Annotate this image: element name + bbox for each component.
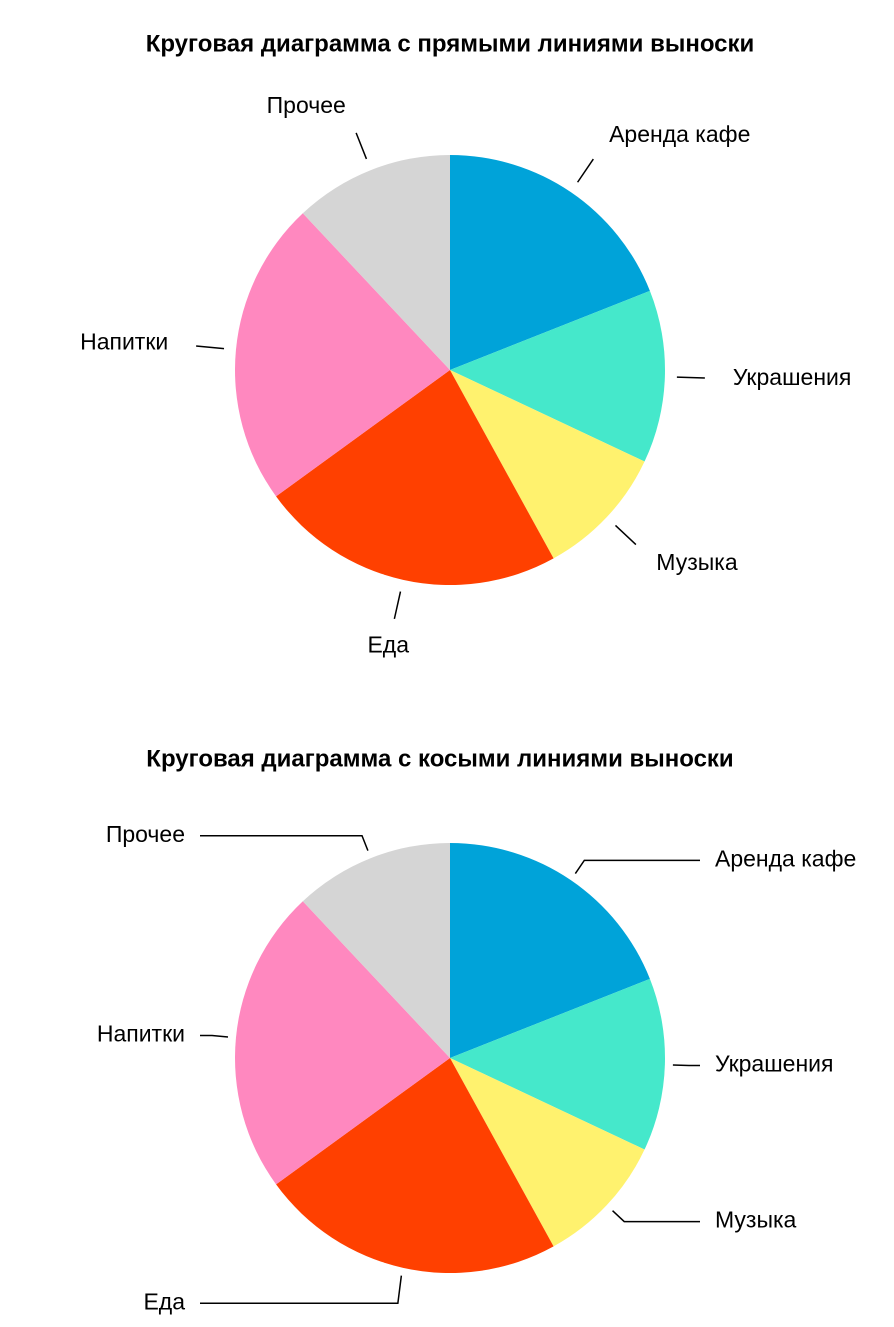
slice-label: Еда — [143, 1288, 185, 1314]
slice-label: Аренда кафе — [609, 121, 750, 147]
pie-slice — [235, 213, 450, 497]
leader-line — [196, 345, 225, 350]
pie-slice — [235, 901, 450, 1185]
pie-slice — [450, 978, 665, 1150]
slice-label: Напитки — [97, 1021, 185, 1047]
leader-line — [200, 1034, 229, 1038]
leader-line — [355, 132, 368, 160]
pie-slice — [450, 1058, 645, 1247]
pie-slice — [450, 370, 645, 559]
slice-label: Украшения — [715, 1051, 833, 1077]
leader-line — [676, 376, 705, 379]
pie-slice — [450, 290, 665, 462]
slice-label: Прочее — [106, 821, 185, 847]
pie-slice — [302, 843, 450, 1058]
slice-label: Украшения — [733, 364, 851, 390]
slice-label: Музыка — [656, 549, 738, 575]
pie-slice — [276, 1058, 554, 1273]
pie-slice — [302, 155, 450, 370]
pie-slice — [450, 155, 650, 370]
leader-line — [612, 1210, 700, 1223]
leader-line — [393, 591, 402, 620]
slice-label: Еда — [367, 631, 409, 657]
leader-line — [576, 158, 594, 183]
slice-label: Напитки — [80, 328, 168, 354]
pie-slice — [276, 370, 554, 585]
leader-line — [574, 859, 700, 874]
leader-line — [200, 835, 369, 851]
leader-line — [200, 1275, 403, 1304]
chart-title: Круговая диаграмма с прямыми линиями вын… — [146, 30, 755, 57]
leader-line — [672, 1064, 700, 1067]
leader-line — [614, 524, 637, 546]
slice-label: Музыка — [715, 1207, 797, 1233]
pie-slice — [450, 843, 650, 1058]
slice-label: Прочее — [267, 92, 346, 118]
chart-title: Круговая диаграмма с косыми линиями выно… — [146, 745, 733, 772]
slice-label: Аренда кафе — [715, 845, 856, 871]
